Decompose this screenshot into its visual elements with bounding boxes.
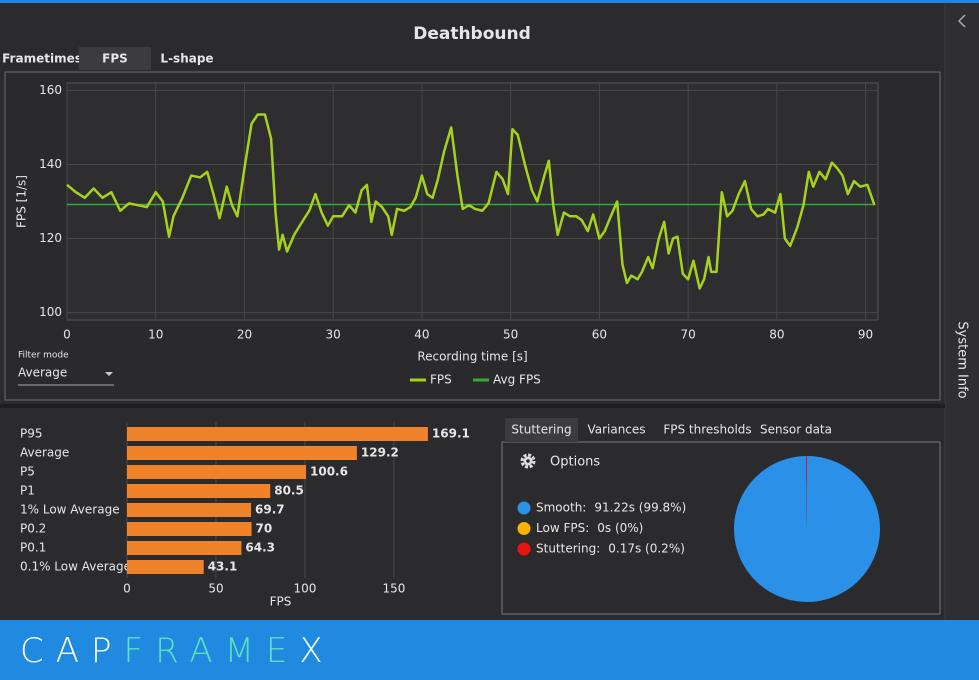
bar [127,465,307,479]
x-tick-label: 50 [208,582,223,596]
collapse-chevron[interactable] [957,14,966,28]
x-tick-label: 10 [148,328,163,342]
brand-part: FRAME [124,631,300,671]
bar-value: 64.3 [245,541,275,555]
y-tick-label: 160 [39,83,62,97]
x-tick-label: 150 [382,582,405,596]
bar-label: P95 [20,427,43,441]
x-tick-label: 30 [326,328,341,342]
x-axis-label: Recording time [s] [417,350,527,364]
tab[interactable]: FPS [102,52,128,66]
brand: CAPFRAMEX [20,631,335,671]
legend-value: 91.22s (99.8%) [594,501,686,515]
x-tick-label: 0 [123,582,131,596]
x-tick-label: 40 [414,328,429,342]
x-tick-label: 60 [592,328,607,342]
tab-selected [505,418,578,442]
brand-part: X [299,631,334,671]
analysis-tab[interactable]: Stuttering [511,423,571,437]
pie-slice [806,456,807,529]
top-bar [0,0,979,3]
bar-label: P0.1 [20,541,46,555]
bar-label: 1% Low Average [20,503,120,517]
fps-line [66,113,876,290]
bar-label: P0.2 [20,522,46,536]
bar [127,560,204,574]
x-tick-label: 80 [769,328,784,342]
tab[interactable]: L-shape [160,52,213,66]
bar [127,446,357,460]
x-tick-label: 20 [237,328,252,342]
analysis-tab[interactable]: Variances [587,423,645,437]
bar [127,522,252,536]
bar-value: 70 [256,522,273,536]
bar-value: 80.5 [274,484,304,498]
dropdown-arrow [105,372,113,376]
bar [127,503,252,517]
footer [0,620,979,680]
bar-label: 0.1% Low Average [20,560,131,574]
legend-value: 0s (0%) [597,521,643,535]
bar [127,541,242,555]
plot-area [66,82,879,321]
gear-teeth [520,453,536,469]
tab-selected [79,47,151,70]
bar-value: 129.2 [361,446,399,460]
bar-label: P1 [20,484,35,498]
legend-dot [517,501,531,515]
legend-value: 0.17s (0.2%) [608,542,685,556]
bar-label: P5 [20,465,35,479]
y-tick-label: 100 [39,305,62,319]
options-icon[interactable] [520,453,536,469]
x-tick-label: 100 [293,582,316,596]
analysis-tab[interactable]: Sensor data [760,423,832,437]
bar-value: 169.1 [432,427,470,441]
bar [127,427,428,441]
x-tick-label: 50 [503,328,518,342]
bar-label: Average [20,446,69,460]
separator [0,404,945,408]
y-tick-label: 140 [39,157,62,171]
legend-label: Smooth: [536,501,586,515]
y-axis-label: FPS [1/s] [15,175,29,228]
legend-dot [517,542,531,556]
filter-label: Filter mode [18,351,69,361]
title: Deathbound [413,24,531,44]
bar-value: 69.7 [255,503,285,517]
x-tick-label: 90 [858,328,873,342]
filter-value[interactable]: Average [18,366,67,380]
legend-label: Avg FPS [493,373,541,387]
bar [127,484,271,498]
bar-value: 100.6 [310,465,348,479]
gear-hole [526,459,530,463]
pie-slice [734,456,881,602]
tab[interactable]: Frametimes [2,52,82,66]
analysis-tab[interactable]: FPS thresholds [663,423,751,437]
legend-label: Low FPS: [536,521,589,535]
brand-part: CAP [20,631,124,671]
side-panel [945,3,979,620]
y-tick-label: 120 [39,231,62,245]
side-panel-label[interactable]: System Info [955,321,970,398]
legend-label: FPS [430,373,452,387]
stutter-frame [501,441,941,615]
x-tick-label: 70 [680,328,695,342]
bar-value: 43.1 [208,560,238,574]
legend-label: Stuttering: [536,542,600,556]
x-axis-label: FPS [270,595,292,609]
options-label[interactable]: Options [550,455,600,470]
legend-dot [517,522,531,535]
x-tick-label: 0 [63,328,71,342]
